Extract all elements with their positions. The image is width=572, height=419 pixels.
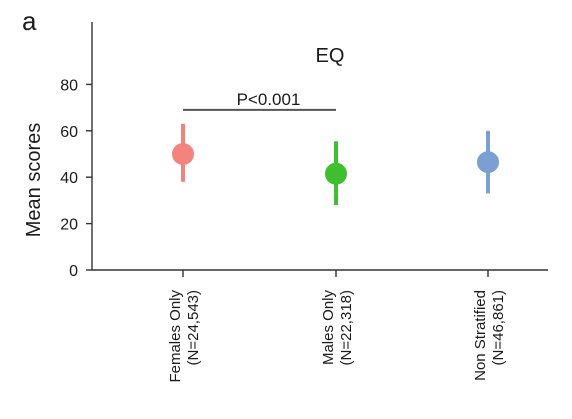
y-tick-label: 0 bbox=[69, 263, 78, 280]
mean-point bbox=[325, 162, 347, 185]
category-label-line1: Females Only bbox=[167, 290, 184, 383]
category-label-line2: (N=22,318) bbox=[338, 290, 355, 365]
significance-label: P<0.001 bbox=[237, 90, 301, 109]
y-ticks: 0 20 40 60 80 bbox=[60, 77, 92, 280]
category-label-line1: Non Stratified bbox=[472, 290, 489, 381]
category-label: Females Only (N=24,543) bbox=[167, 290, 202, 383]
mean-point bbox=[172, 143, 194, 165]
significance-bracket: P<0.001 bbox=[183, 90, 336, 111]
category-label: Males Only (N=22,318) bbox=[320, 290, 355, 366]
y-tick-label: 80 bbox=[60, 77, 78, 94]
data-points bbox=[172, 123, 499, 206]
category-labels: Females Only (N=24,543) Males Only (N=22,31… bbox=[167, 290, 507, 383]
chart-title: EQ bbox=[316, 45, 345, 67]
category-label-line1: Males Only bbox=[320, 290, 337, 366]
y-tick-label: 20 bbox=[60, 217, 78, 234]
category-label: Non Stratified (N=46,861) bbox=[472, 290, 507, 381]
category-label-line2: (N=46,861) bbox=[490, 290, 507, 365]
mean-point bbox=[477, 151, 499, 174]
y-axis-label: Mean scores bbox=[23, 123, 45, 238]
y-tick-label: 40 bbox=[60, 170, 78, 187]
y-tick-label: 60 bbox=[60, 124, 78, 141]
panel-label: a bbox=[22, 6, 37, 36]
x-ticks bbox=[182, 270, 489, 277]
category-label-line2: (N=24,543) bbox=[185, 290, 202, 365]
